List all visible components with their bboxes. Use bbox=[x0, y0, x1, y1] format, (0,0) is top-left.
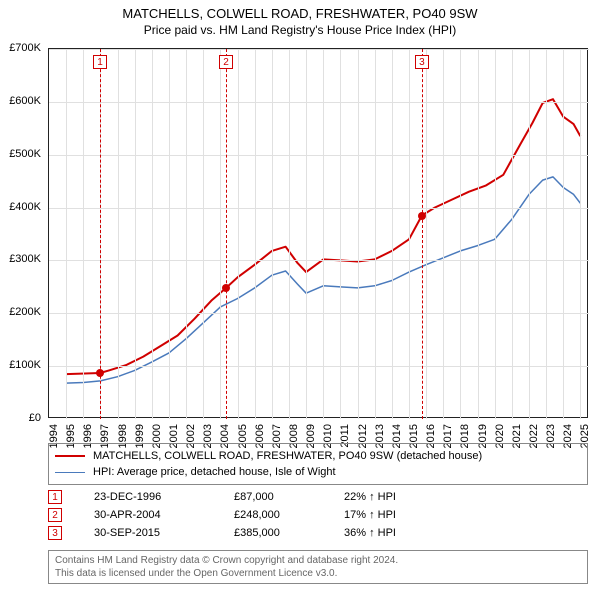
y-tick-label: £400K bbox=[9, 201, 41, 213]
sales-row-price: £385,000 bbox=[234, 527, 324, 539]
gridline-h bbox=[49, 49, 589, 50]
gridline-v bbox=[358, 49, 359, 419]
gridline-v bbox=[186, 49, 187, 419]
sales-row-number: 1 bbox=[48, 490, 62, 504]
series-svg bbox=[49, 49, 589, 419]
gridline-h bbox=[49, 313, 589, 314]
gridline-v bbox=[272, 49, 273, 419]
sales-row-date: 30-APR-2004 bbox=[94, 509, 214, 521]
plot-box: 1 2 3 bbox=[48, 48, 588, 418]
gridline-v bbox=[546, 49, 547, 419]
gridline-v bbox=[323, 49, 324, 419]
gridline-h bbox=[49, 155, 589, 156]
y-tick-label: £100K bbox=[9, 359, 41, 371]
gridline-v bbox=[529, 49, 530, 419]
gridline-v bbox=[152, 49, 153, 419]
sales-table: 1 23-DEC-1996 £87,000 22% ↑ HPI 2 30-APR-2004… bbox=[48, 488, 588, 542]
sale-dot bbox=[418, 212, 426, 220]
legend: MATCHELLS, COLWELL ROAD, FRESHWATER, PO4… bbox=[48, 443, 588, 485]
y-tick-label: £500K bbox=[9, 148, 41, 160]
legend-swatch bbox=[55, 455, 85, 457]
sale-marker-line bbox=[100, 49, 101, 419]
y-tick-label: £600K bbox=[9, 95, 41, 107]
gridline-h bbox=[49, 366, 589, 367]
legend-label: MATCHELLS, COLWELL ROAD, FRESHWATER, PO4… bbox=[93, 450, 482, 462]
sales-row: 3 30-SEP-2015 £385,000 36% ↑ HPI bbox=[48, 524, 588, 542]
y-tick-label: £300K bbox=[9, 253, 41, 265]
gridline-v bbox=[203, 49, 204, 419]
gridline-v bbox=[426, 49, 427, 419]
gridline-v bbox=[289, 49, 290, 419]
gridline-v bbox=[375, 49, 376, 419]
sales-row: 2 30-APR-2004 £248,000 17% ↑ HPI bbox=[48, 506, 588, 524]
gridline-v bbox=[478, 49, 479, 419]
gridline-v bbox=[563, 49, 564, 419]
gridline-v bbox=[66, 49, 67, 419]
sales-row-pct: 22% ↑ HPI bbox=[344, 491, 464, 503]
chart-subtitle: Price paid vs. HM Land Registry's House … bbox=[0, 23, 600, 37]
sales-row-date: 23-DEC-1996 bbox=[94, 491, 214, 503]
chart-container: MATCHELLS, COLWELL ROAD, FRESHWATER, PO4… bbox=[0, 0, 600, 590]
sales-row-pct: 36% ↑ HPI bbox=[344, 527, 464, 539]
gridline-h bbox=[49, 102, 589, 103]
sales-row-date: 30-SEP-2015 bbox=[94, 527, 214, 539]
sales-row-price: £248,000 bbox=[234, 509, 324, 521]
y-tick-label: £700K bbox=[9, 42, 41, 54]
gridline-v bbox=[169, 49, 170, 419]
gridline-v bbox=[460, 49, 461, 419]
gridline-v bbox=[512, 49, 513, 419]
chart-title: MATCHELLS, COLWELL ROAD, FRESHWATER, PO4… bbox=[0, 6, 600, 21]
footer-line1: Contains HM Land Registry data © Crown c… bbox=[55, 554, 581, 567]
sale-marker-box: 1 bbox=[93, 55, 107, 69]
gridline-v bbox=[220, 49, 221, 419]
gridline-v bbox=[340, 49, 341, 419]
sales-row-number: 2 bbox=[48, 508, 62, 522]
y-tick-label: £0 bbox=[29, 412, 41, 424]
sale-marker-line bbox=[226, 49, 227, 419]
footer: Contains HM Land Registry data © Crown c… bbox=[48, 550, 588, 584]
legend-row: HPI: Average price, detached house, Isle… bbox=[55, 464, 581, 480]
gridline-v bbox=[118, 49, 119, 419]
legend-label: HPI: Average price, detached house, Isle… bbox=[93, 466, 336, 478]
gridline-v bbox=[83, 49, 84, 419]
gridline-h bbox=[49, 260, 589, 261]
chart-area: 123 £0£100K£200K£300K£400K£500K£600K£700… bbox=[48, 48, 588, 418]
gridline-v bbox=[580, 49, 581, 419]
gridline-v bbox=[238, 49, 239, 419]
gridline-v bbox=[409, 49, 410, 419]
sale-marker-box: 2 bbox=[219, 55, 233, 69]
gridline-v bbox=[306, 49, 307, 419]
y-tick-label: £200K bbox=[9, 306, 41, 318]
sales-row-number: 3 bbox=[48, 526, 62, 540]
footer-line2: This data is licensed under the Open Gov… bbox=[55, 567, 581, 580]
sales-row-pct: 17% ↑ HPI bbox=[344, 509, 464, 521]
gridline-v bbox=[135, 49, 136, 419]
sale-marker-box: 3 bbox=[415, 55, 429, 69]
sale-dot bbox=[96, 369, 104, 377]
gridline-v bbox=[443, 49, 444, 419]
gridline-v bbox=[255, 49, 256, 419]
gridline-h bbox=[49, 208, 589, 209]
title-block: MATCHELLS, COLWELL ROAD, FRESHWATER, PO4… bbox=[0, 0, 600, 37]
sale-dot bbox=[222, 284, 230, 292]
legend-swatch bbox=[55, 472, 85, 473]
sales-row: 1 23-DEC-1996 £87,000 22% ↑ HPI bbox=[48, 488, 588, 506]
legend-row: MATCHELLS, COLWELL ROAD, FRESHWATER, PO4… bbox=[55, 448, 581, 464]
gridline-v bbox=[392, 49, 393, 419]
gridline-v bbox=[495, 49, 496, 419]
sales-row-price: £87,000 bbox=[234, 491, 324, 503]
sale-marker-line bbox=[422, 49, 423, 419]
